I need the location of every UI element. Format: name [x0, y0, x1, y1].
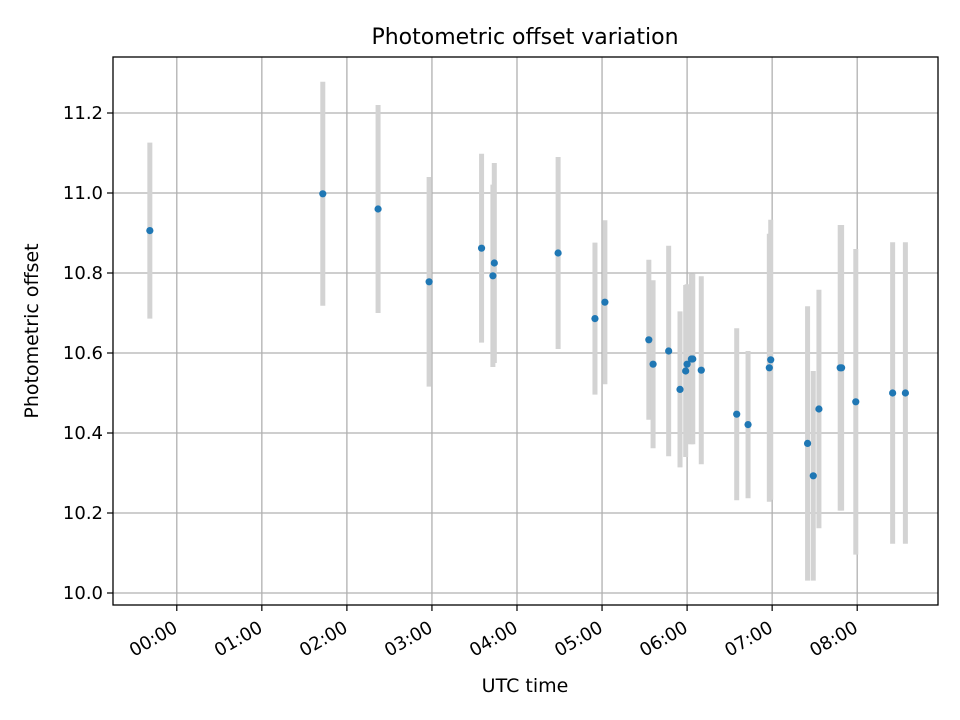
- data-point: [689, 355, 697, 363]
- data-point: [683, 360, 691, 368]
- data-point: [765, 364, 773, 372]
- data-point: [767, 356, 775, 364]
- x-tick-label: 00:00: [126, 617, 181, 661]
- data-point: [744, 421, 752, 429]
- data-point: [319, 190, 327, 198]
- data-point: [852, 398, 860, 406]
- data-point: [901, 389, 909, 397]
- data-point: [146, 227, 154, 235]
- x-axis-ticks: 00:00 01:00 02:00 03:00 04:00 05:00 06:00 07:00…: [126, 605, 862, 661]
- y-tick-label: 10.2: [63, 503, 103, 524]
- y-tick-label: 10.6: [63, 343, 103, 364]
- data-point: [649, 360, 657, 368]
- y-tick-label: 11.2: [63, 103, 103, 124]
- y-axis-ticks: 10.0 10.2 10.4 10.6 10.8 11.0 11.2: [63, 103, 113, 604]
- data-point: [697, 366, 705, 374]
- error-bars: [147, 81, 908, 581]
- x-tick-label: 04:00: [466, 617, 521, 661]
- data-point: [682, 367, 690, 375]
- x-axis-label: UTC time: [482, 675, 569, 697]
- data-point: [489, 272, 497, 280]
- data-point: [815, 405, 823, 413]
- data-point: [838, 364, 846, 372]
- data-point: [733, 410, 741, 418]
- data-point: [591, 315, 599, 323]
- data-point: [374, 205, 382, 213]
- x-tick-label: 03:00: [381, 617, 436, 661]
- x-tick-label: 07:00: [721, 617, 776, 661]
- y-tick-label: 10.0: [63, 583, 103, 604]
- data-point: [803, 439, 812, 447]
- data-points: [146, 190, 909, 480]
- data-point: [554, 249, 562, 257]
- data-point: [665, 347, 673, 355]
- x-tick-label: 01:00: [211, 617, 266, 661]
- data-point: [809, 472, 817, 480]
- data-point: [889, 389, 897, 397]
- chart-title: Photometric offset variation: [371, 25, 678, 50]
- x-tick-label: 05:00: [551, 617, 606, 661]
- y-tick-label: 10.4: [63, 423, 103, 444]
- plot-frame: [112, 56, 939, 606]
- grid-lines: [113, 57, 938, 605]
- data-point: [645, 336, 653, 344]
- y-tick-label: 10.8: [63, 263, 103, 284]
- x-tick-label: 02:00: [296, 617, 351, 661]
- data-point: [490, 259, 498, 267]
- y-tick-label: 11.0: [63, 183, 103, 204]
- x-tick-label: 08:00: [806, 617, 861, 661]
- x-tick-label: 06:00: [636, 617, 691, 661]
- y-axis-label: Photometric offset: [21, 243, 43, 418]
- data-point: [477, 244, 486, 252]
- data-point: [601, 298, 609, 306]
- data-point: [425, 278, 433, 286]
- data-point: [676, 385, 684, 393]
